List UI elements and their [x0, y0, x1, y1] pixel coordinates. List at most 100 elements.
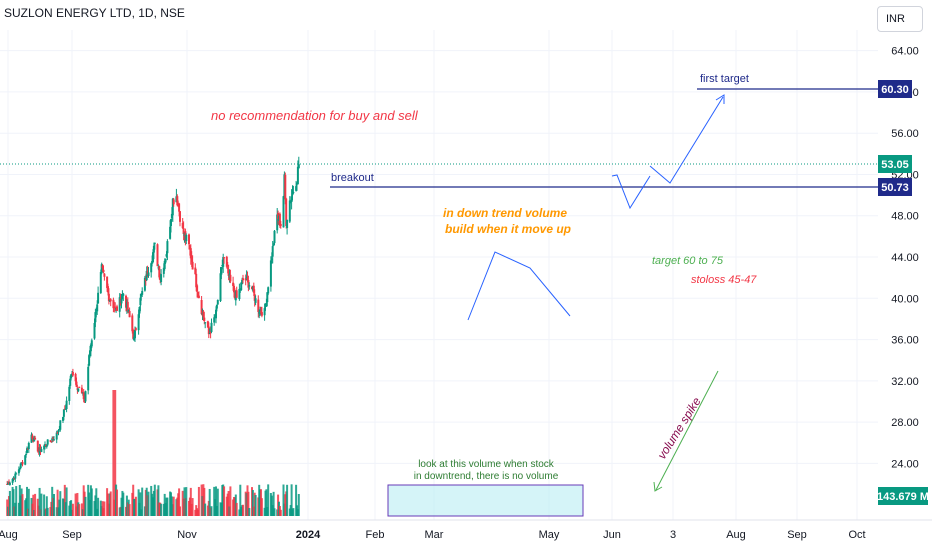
candle-body: [227, 269, 230, 276]
candle-body: [290, 196, 293, 203]
candle-body: [21, 461, 24, 465]
volume-spike-arrow[interactable]: [655, 370, 719, 491]
volume-bar: [134, 496, 137, 516]
candle-body: [178, 203, 181, 212]
volume-bar: [279, 509, 282, 516]
candle-body: [75, 381, 78, 387]
volume-observation-box[interactable]: [387, 484, 584, 517]
candle-body: [70, 374, 73, 379]
candle-body: [191, 261, 194, 270]
consolidation-drawing[interactable]: [611, 174, 651, 210]
volume-bar: [208, 488, 211, 516]
candle-body: [240, 282, 243, 291]
volume-bar: [239, 484, 242, 516]
candle-body: [252, 285, 255, 293]
candle-body: [189, 248, 192, 259]
volume-bar: [74, 493, 77, 516]
volume-bar: [114, 390, 117, 516]
candle-body: [213, 317, 216, 323]
volume-bar: [27, 488, 30, 516]
volume-note-line1: look at this volume when stock: [418, 459, 555, 470]
downtrend-channel-drawing[interactable]: [467, 251, 571, 321]
candle-body: [210, 322, 213, 332]
candle-body: [197, 295, 200, 299]
x-tick-label: Oct: [848, 529, 865, 541]
volume-bar: [185, 487, 188, 516]
candle-body: [80, 387, 83, 394]
candle-body: [141, 290, 144, 295]
candle-body: [204, 322, 207, 324]
candle-body: [15, 473, 18, 475]
candle-body: [163, 260, 166, 269]
price-axis[interactable]: 64.0060.0056.0052.0048.0044.0040.0036.00…: [891, 46, 919, 471]
volume-bars: [6, 390, 300, 516]
volume-bar: [8, 490, 11, 516]
volume-bar: [157, 485, 160, 516]
candle-body: [84, 391, 87, 402]
last-price-text: 53.05: [881, 159, 909, 171]
candle-body: [50, 441, 53, 443]
currency-button[interactable]: INR: [877, 6, 923, 32]
volume-bar: [103, 501, 106, 516]
candle-body: [258, 312, 261, 314]
volume-bar: [248, 508, 251, 516]
candle-body: [125, 295, 127, 308]
candle-body: [233, 285, 235, 293]
candle-body: [62, 409, 65, 417]
candle-body: [164, 258, 167, 263]
volume-bar: [12, 489, 15, 516]
y-tick-label: 28.00: [891, 417, 919, 429]
candle-body: [156, 244, 159, 267]
candle-body: [138, 306, 141, 314]
candle-body: [195, 273, 198, 288]
candle-body: [147, 272, 150, 276]
candle-body: [131, 315, 134, 332]
candle-body: [65, 400, 68, 410]
volume-bar: [45, 496, 48, 516]
candle-body: [17, 469, 20, 474]
volume-bar: [203, 487, 206, 516]
disclaimer-text: no recommendation for buy and sell: [211, 108, 419, 123]
candle-body: [207, 326, 210, 335]
candle-body: [109, 299, 112, 302]
y-tick-label: 56.00: [891, 128, 919, 140]
candle-body: [150, 263, 153, 273]
candle-body: [188, 246, 191, 250]
breakout-price-tag: 50.73: [878, 178, 912, 196]
x-tick-label: Mar: [425, 529, 444, 541]
volume-bar: [21, 494, 24, 516]
target-range-label: target 60 to 75: [652, 255, 724, 267]
candle-body: [90, 340, 93, 347]
time-axis[interactable]: Aug Sep Nov 2024 Feb Mar May Jun 3 Aug Sep Oct: [0, 529, 866, 541]
candle-body: [64, 408, 67, 410]
first-target-price-text: 60.30: [881, 84, 909, 96]
candle-body: [121, 294, 124, 299]
candle-body: [229, 274, 232, 282]
candle-body: [100, 264, 103, 274]
candle-body: [235, 290, 238, 298]
candle-body: [284, 174, 287, 200]
candle-body: [137, 314, 140, 331]
projection-arrowhead: [715, 94, 725, 104]
candle-body: [170, 219, 172, 226]
candle-body: [270, 258, 273, 261]
candle-body: [219, 273, 222, 302]
volume-tag: 143.679 M: [877, 487, 929, 505]
candle-body: [8, 482, 11, 485]
volume-bar: [90, 488, 93, 516]
candle-body: [36, 440, 39, 452]
candle-body: [273, 230, 276, 244]
candle-body: [151, 261, 154, 264]
y-tick-label: 32.00: [891, 376, 919, 388]
candle-body: [209, 331, 212, 333]
candle-body: [97, 292, 100, 304]
candle-body: [260, 311, 262, 313]
volume-bar: [40, 493, 43, 516]
candle-body: [295, 186, 298, 191]
candle-body: [266, 292, 269, 303]
candle-body: [51, 438, 54, 441]
projection-path[interactable]: [649, 96, 724, 184]
candle-body: [55, 432, 58, 440]
